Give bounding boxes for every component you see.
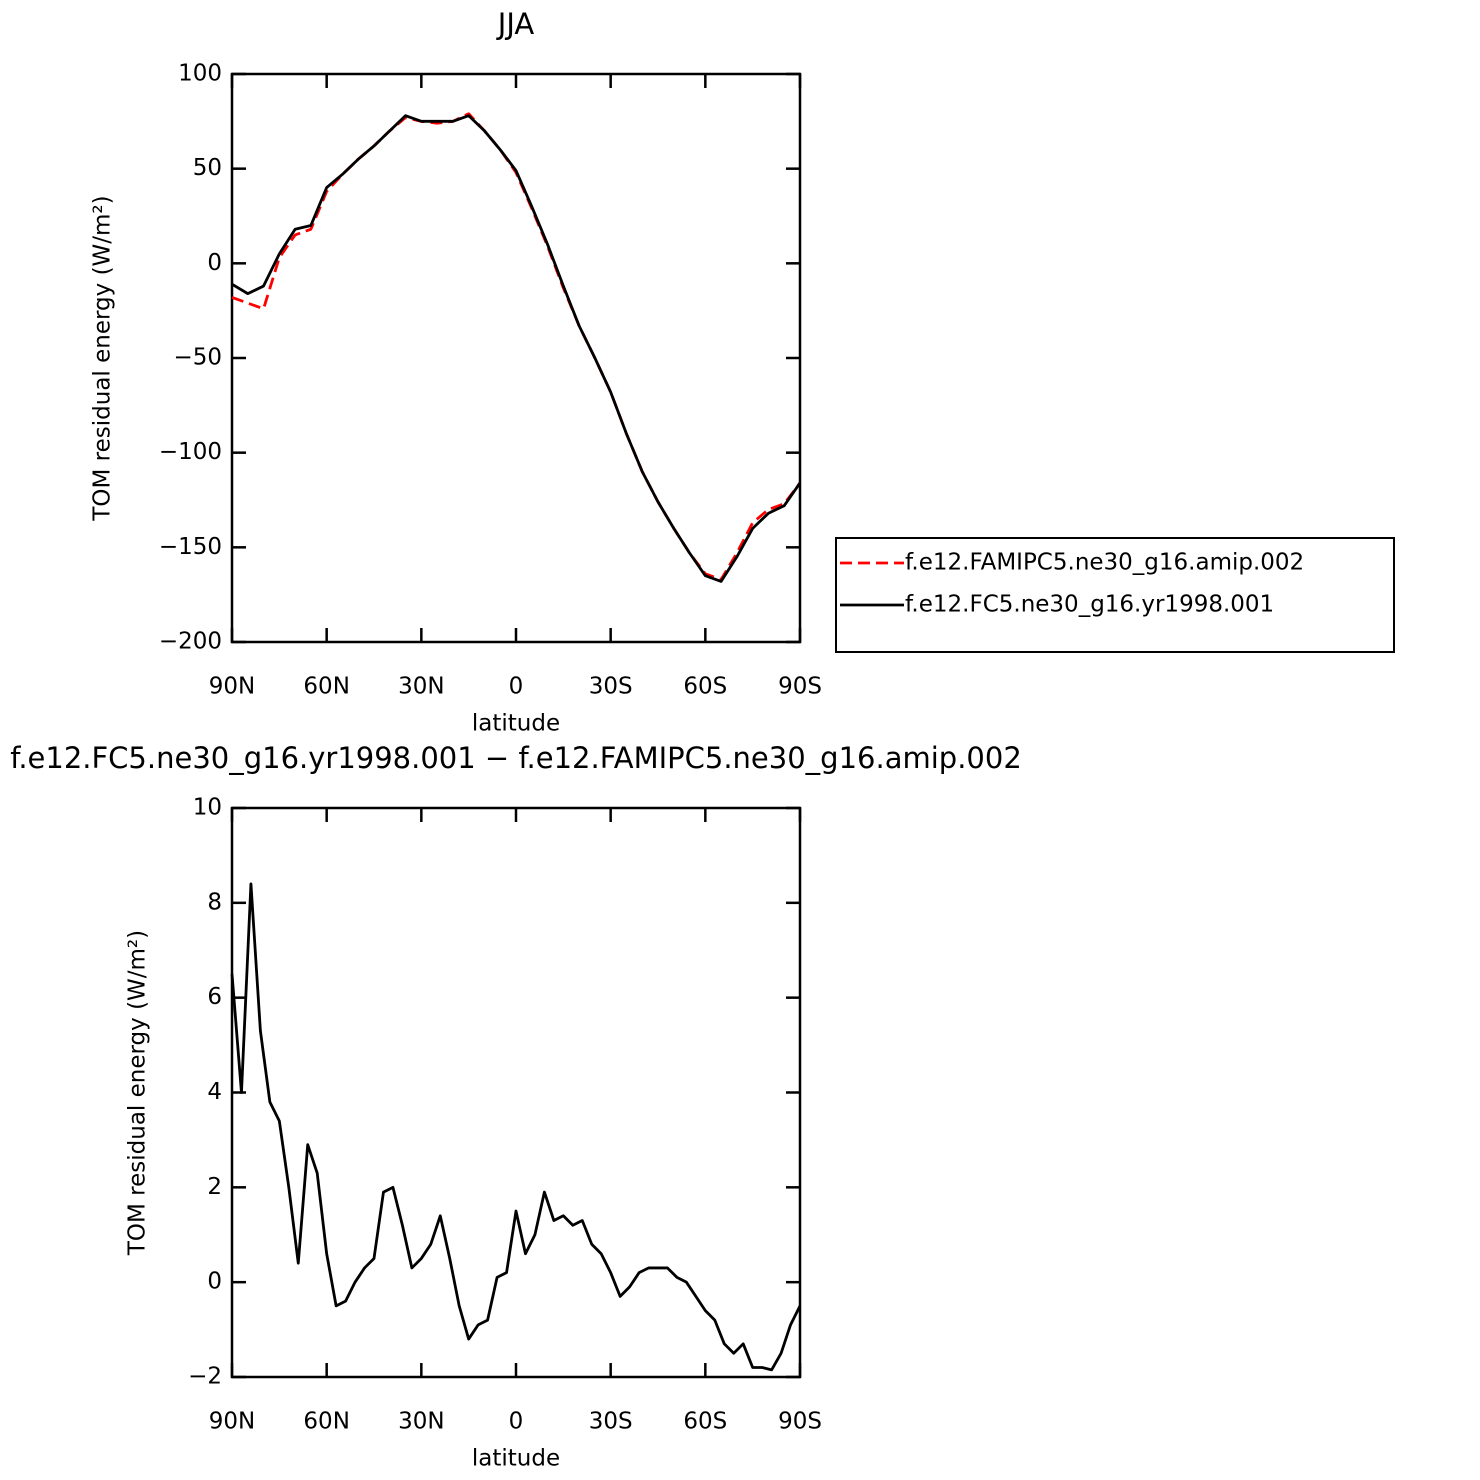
legend-label: f.e12.FAMIPC5.ne30_g16.amip.002 bbox=[905, 550, 1304, 576]
x-tick-label: 90N bbox=[209, 674, 255, 700]
x-tick-label: 0 bbox=[509, 1409, 524, 1435]
x-tick-label: 60N bbox=[303, 674, 349, 700]
y-tick-label: 8 bbox=[207, 889, 222, 915]
y-tick-label: 6 bbox=[207, 984, 222, 1010]
data-line bbox=[230, 882, 802, 1372]
y-axis-label: TOM residual energy (W/m²) bbox=[90, 195, 116, 521]
y-axis-label: TOM residual energy (W/m²) bbox=[125, 930, 151, 1256]
chart-title: JJA bbox=[496, 7, 535, 41]
y-tick-label: 0 bbox=[207, 1269, 222, 1295]
x-tick-label: 90S bbox=[778, 1409, 822, 1435]
x-axis-label: latitude bbox=[472, 1446, 560, 1472]
x-tick-label: 30S bbox=[589, 1409, 633, 1435]
x-tick-label: 60S bbox=[683, 1409, 727, 1435]
plot-frame bbox=[230, 806, 802, 1379]
y-tick-label: −150 bbox=[159, 534, 222, 560]
data-line bbox=[231, 112, 802, 581]
x-axis-label: latitude bbox=[472, 711, 560, 737]
y-tick-label: 100 bbox=[178, 61, 222, 87]
y-tick-label: −2 bbox=[188, 1364, 222, 1390]
x-tick-label: 60N bbox=[303, 1409, 349, 1435]
x-tick-label: 0 bbox=[509, 674, 524, 700]
legend-label: f.e12.FC5.ne30_g16.yr1998.001 bbox=[905, 592, 1274, 618]
x-tick-label: 90S bbox=[778, 674, 822, 700]
y-tick-label: −200 bbox=[159, 629, 222, 655]
y-tick-label: 10 bbox=[193, 795, 222, 821]
y-tick-label: −100 bbox=[159, 439, 222, 465]
chart-title: f.e12.FC5.ne30_g16.yr1998.001 − f.e12.FA… bbox=[10, 741, 1022, 775]
y-tick-label: 4 bbox=[207, 1079, 222, 1105]
plot-frame bbox=[230, 72, 802, 644]
y-tick-label: 2 bbox=[207, 1174, 222, 1200]
x-tick-label: 30N bbox=[398, 1409, 444, 1435]
y-tick-label: −50 bbox=[173, 345, 222, 371]
x-tick-label: 30N bbox=[398, 674, 444, 700]
legend-box bbox=[835, 537, 1395, 653]
x-tick-label: 30S bbox=[589, 674, 633, 700]
x-tick-label: 60S bbox=[683, 674, 727, 700]
x-tick-label: 90N bbox=[209, 1409, 255, 1435]
y-tick-label: 0 bbox=[207, 250, 222, 276]
data-line bbox=[231, 114, 802, 583]
y-tick-label: 50 bbox=[193, 155, 222, 181]
